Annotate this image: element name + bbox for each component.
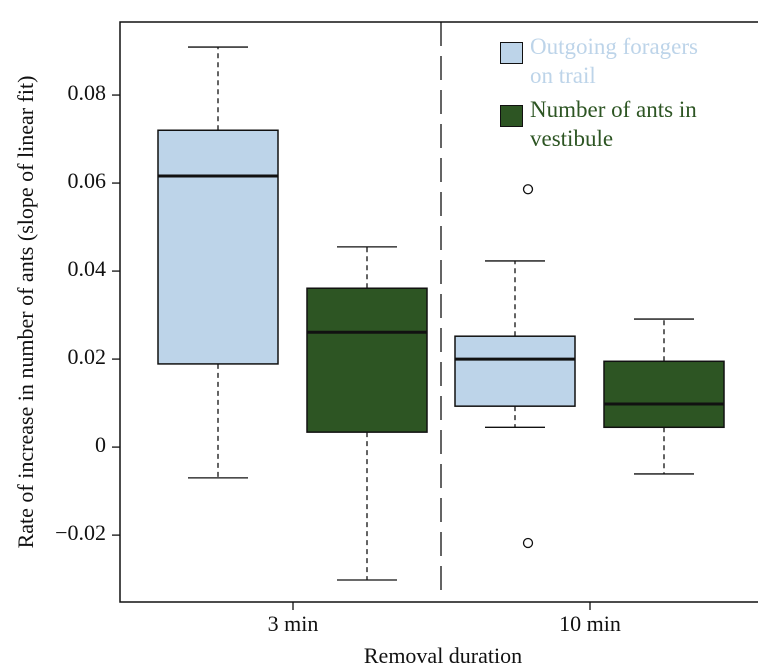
outlier — [522, 537, 534, 549]
legend-swatch — [500, 42, 523, 64]
box — [157, 129, 279, 365]
legend-label: Outgoing foragers on trail — [530, 34, 698, 88]
y-tick-label: 0.02 — [68, 344, 107, 369]
legend-label: Number of ants in vestibule — [530, 97, 697, 151]
y-tick-label: 0.06 — [68, 168, 107, 193]
y-tick-label: −0.02 — [55, 520, 106, 545]
y-tick-label: 0.08 — [68, 80, 107, 105]
x-tick-label: 10 min — [559, 611, 621, 636]
y-tick-label: 0 — [95, 432, 106, 457]
x-axis-label: Removal duration — [364, 643, 522, 668]
outlier — [522, 184, 534, 195]
x-tick-label: 3 min — [268, 611, 319, 636]
box — [603, 360, 725, 429]
plot-frame — [119, 21, 758, 603]
legend-swatch — [500, 105, 523, 127]
box — [306, 287, 428, 433]
y-axis-label: Rate of increase in number of ants (slop… — [13, 76, 38, 549]
box — [454, 335, 576, 407]
y-tick-label: 0.04 — [68, 256, 107, 281]
